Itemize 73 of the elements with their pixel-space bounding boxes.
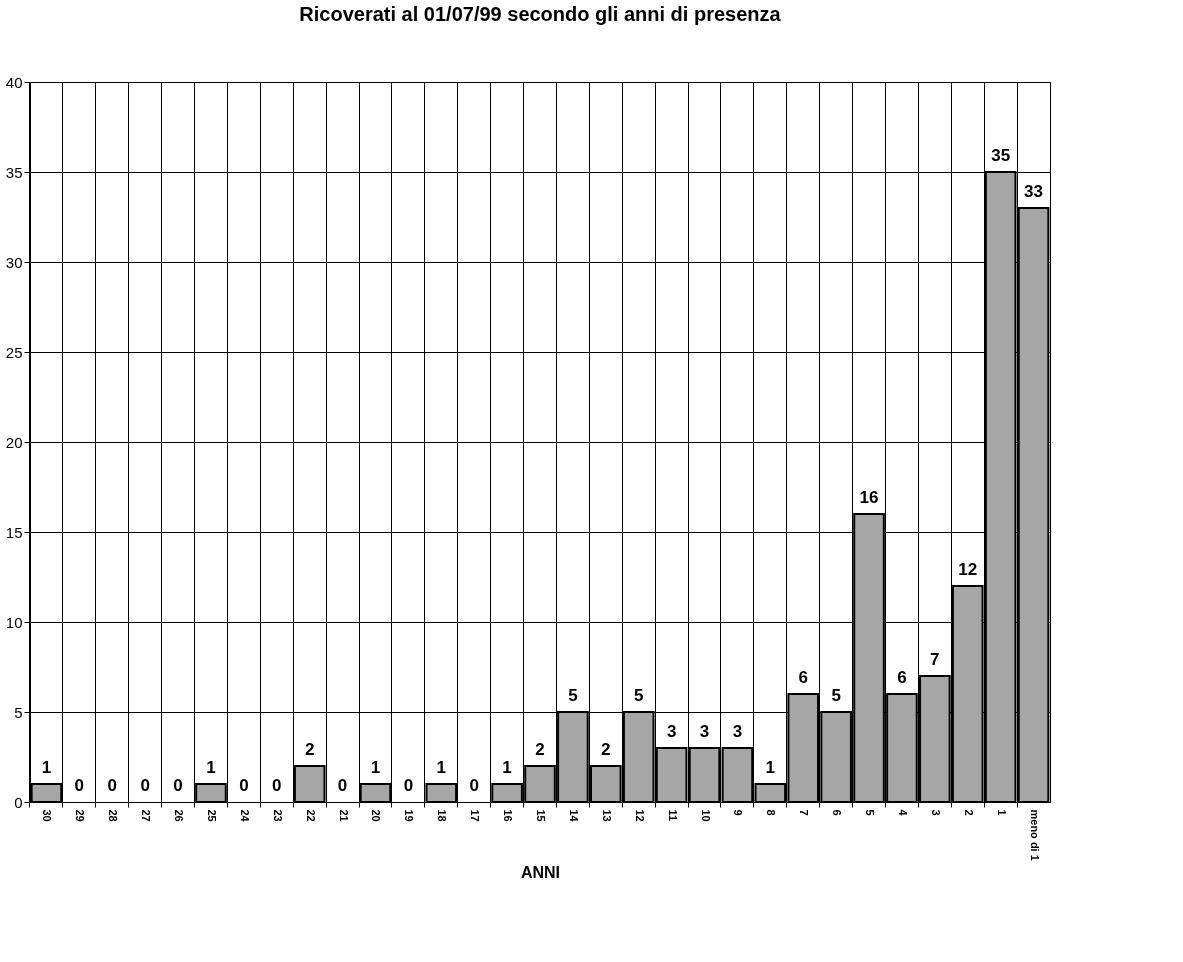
data-label: 6 [897,668,907,687]
data-label: 1 [436,758,447,777]
data-label: 3 [666,722,677,741]
data-label: 0 [272,776,282,795]
y-tick-label: 20 [5,433,23,451]
data-label: 1 [206,758,216,777]
data-label: 33 [1024,182,1044,201]
x-tick-label: 28 [107,809,120,822]
data-label: 0 [140,776,150,795]
x-tick-label: 29 [74,809,87,822]
data-label: 7 [930,650,940,669]
x-tick-label: meno di 1 [1028,809,1041,861]
data-label: 0 [173,776,183,795]
data-label: 35 [991,146,1011,165]
x-tick-label: 23 [271,809,284,822]
x-tick-label: 26 [173,809,186,822]
data-label: 12 [958,560,978,579]
x-tick-label: 14 [567,809,580,823]
data-label: 0 [337,776,348,795]
x-tick-label: 2 [962,809,975,816]
x-tick-label: 7 [798,809,811,816]
y-tick-label: 30 [5,253,23,271]
x-tick-label: 9 [732,809,745,816]
x-tick-label: 4 [896,809,909,817]
data-label: 0 [239,776,249,795]
data-label: 5 [633,686,644,705]
data-label: 0 [107,776,117,795]
data-label: 6 [798,668,808,687]
x-tick-label: 13 [600,809,613,822]
x-tick-label: 8 [765,809,778,816]
y-tick-label: 25 [5,343,23,361]
x-tick-label: 27 [140,809,153,822]
x-tick-label: 6 [831,809,844,816]
x-tick-label: 5 [864,809,877,816]
chart-title: Ricoverati al 01/07/99 secondo gli anni di presenza [299,3,782,25]
data-label: 2 [304,740,315,759]
y-tick-label: 40 [5,73,23,91]
x-tick-label: 22 [304,809,317,822]
data-label: 3 [732,722,743,741]
data-label: 0 [74,776,85,795]
x-tick-label: 25 [205,809,218,822]
y-tick-label: 15 [5,523,23,541]
data-label: 2 [535,740,545,759]
data-label: 1 [41,758,52,777]
data-label: 16 [859,488,879,507]
x-tick-label: 20 [370,809,383,822]
data-label: 1 [765,758,776,777]
data-label: 5 [831,686,841,705]
x-tick-label: 17 [469,809,482,822]
y-tick-label: 0 [14,793,23,811]
x-tick-label: 24 [238,809,251,823]
data-label: 1 [370,758,381,777]
data-label: 1 [502,758,512,777]
x-tick-label: 3 [929,809,942,816]
x-tick-label: 21 [337,809,350,822]
x-tick-label: 19 [403,809,416,822]
x-tick-label: 10 [699,809,712,822]
x-tick-label: 15 [535,809,547,822]
x-tick-label: 16 [502,809,515,822]
x-tick-label: 11 [666,809,679,822]
y-tick-label: 10 [5,613,23,631]
y-tick-label: 35 [5,163,23,181]
x-axis-title: ANNI [520,863,561,881]
x-tick-label: 18 [436,809,449,822]
data-label: 0 [469,776,479,795]
x-tick-label: 1 [995,809,1008,816]
x-tick-label: 30 [41,809,54,822]
data-label: 0 [403,776,414,795]
data-label: 5 [568,686,578,705]
data-label: 2 [601,740,611,759]
y-tick-label: 5 [14,703,23,721]
x-tick-label: 12 [633,809,646,822]
data-label: 3 [699,722,710,741]
